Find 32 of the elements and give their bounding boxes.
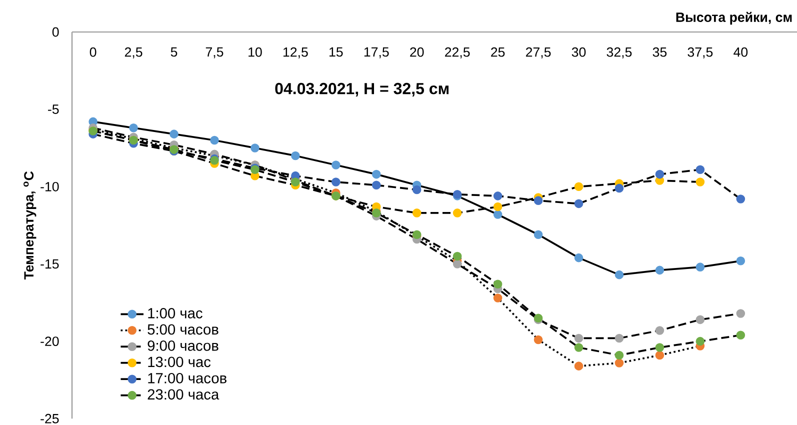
legend-label: 13:00 час	[148, 356, 211, 368]
legend-label: 5:00 часов	[148, 324, 218, 335]
y-tick-label: -20	[40, 336, 59, 346]
text: 04.03.2021, H = 32,5 см	[275, 82, 449, 97]
x-tick-label: 5	[170, 47, 178, 57]
legend-label: 1:00 час	[148, 308, 202, 318]
legend-label: 9:00 часов	[148, 340, 218, 351]
y-tick-label: 0	[52, 27, 59, 37]
x-tick-label: 30	[572, 47, 586, 57]
x-tick-label: 7,5	[206, 47, 224, 58]
y-tick-label: -5	[48, 104, 59, 114]
x-axis-title: Высота рейки, см	[676, 12, 792, 25]
x-tick-label: 40	[734, 47, 748, 57]
x-tick-label: 32,5	[606, 47, 632, 58]
x-tick-label: 20	[410, 47, 424, 57]
x-tick-label: 37,5	[688, 47, 713, 58]
y-axis-title: Температура, $^{o}$C	[24, 171, 36, 280]
y-tick-label: -10	[40, 182, 59, 192]
x-tick-label: 10	[248, 47, 262, 57]
x-tick-label: 17,5	[364, 47, 389, 58]
x-tick-label: 15	[330, 47, 343, 57]
y-tick-label: -25	[40, 414, 59, 424]
x-tick-label: 2,5	[124, 47, 142, 58]
x-tick-label: 12,5	[283, 47, 308, 58]
x-tick-label: 0	[90, 47, 96, 57]
x-tick-label: 35	[652, 47, 667, 57]
legend-label: 17:00 часов	[148, 372, 226, 384]
legend-label: 23:00 часа	[148, 389, 220, 400]
x-tick-label: 25	[491, 47, 505, 57]
x-tick-label: 27,5	[526, 47, 551, 58]
y-tick-label: -15	[40, 259, 59, 269]
x-tick-label: 22,5	[445, 47, 470, 58]
